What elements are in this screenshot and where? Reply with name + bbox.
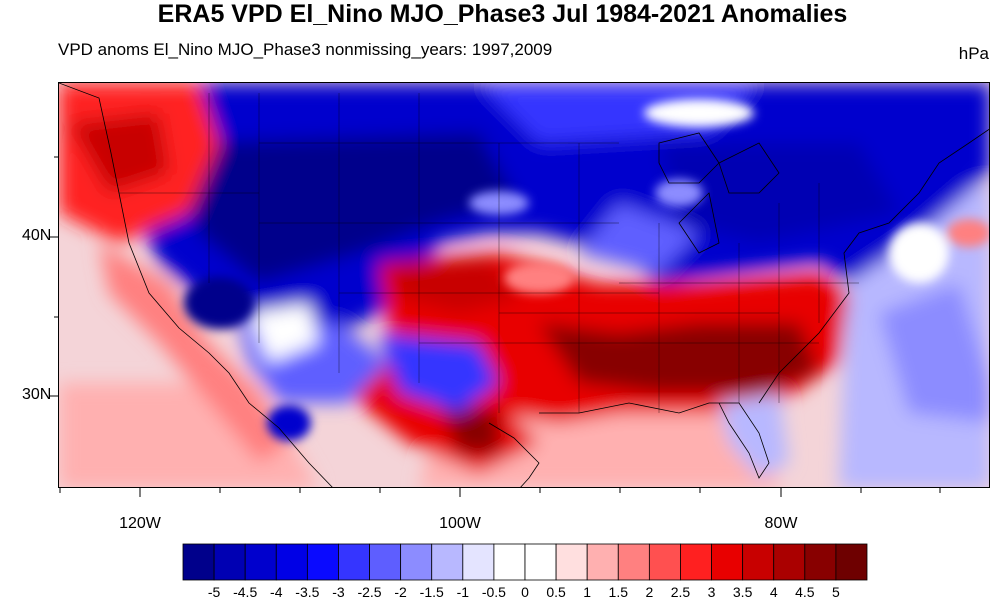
lon-label-120w: 120W bbox=[119, 515, 161, 532]
colorbar-swatch bbox=[586, 543, 619, 581]
colorbar-swatch bbox=[773, 543, 806, 581]
colorbar-tick-label: 4 bbox=[769, 584, 778, 600]
coastlines bbox=[59, 83, 989, 487]
colorbar-swatch bbox=[835, 543, 868, 581]
colorbar-swatch bbox=[400, 543, 433, 581]
colorbar-tick-label: 1.5 bbox=[608, 584, 628, 600]
colorbar-swatch bbox=[306, 543, 339, 581]
map-subtitle: VPD anoms El_Nino MJO_Phase3 nonmissing_… bbox=[58, 40, 553, 59]
lon-label-80w: 80W bbox=[764, 515, 798, 532]
colorbar-tick-label: 5 bbox=[832, 584, 840, 600]
colorbar-tick-label: -4.5 bbox=[233, 584, 258, 600]
colorbar-swatch bbox=[493, 543, 526, 581]
colorbar-swatch bbox=[648, 543, 681, 581]
units-label: hPa bbox=[958, 44, 989, 63]
colorbar-swatch bbox=[182, 543, 215, 581]
colorbar-swatch bbox=[524, 543, 557, 581]
colorbar-tick-label: -3 bbox=[332, 584, 345, 600]
map-canvas bbox=[59, 83, 989, 487]
colorbar-tick-label: -0.5 bbox=[481, 584, 506, 600]
colorbar-tick-label: -2 bbox=[394, 584, 407, 600]
colorbar-swatch bbox=[462, 543, 495, 581]
colorbar-swatch bbox=[275, 543, 308, 581]
map-title: ERA5 VPD El_Nino MJO_Phase3 Jul 1984-202… bbox=[157, 0, 848, 28]
colorbar-tick-label: 2 bbox=[645, 584, 654, 600]
colorbar-swatch bbox=[617, 543, 650, 581]
colorbar-tick-label: -3.5 bbox=[295, 584, 320, 600]
colorbar-tick-label: -1.5 bbox=[419, 584, 444, 600]
colorbar-tick-label: 1 bbox=[583, 584, 592, 600]
state-borders bbox=[119, 93, 859, 413]
lat-label-30n: 30N bbox=[22, 386, 52, 403]
colorbar-swatch bbox=[804, 543, 837, 581]
new-mexico-negative-region bbox=[379, 333, 499, 413]
colorbar-tick-label: -1 bbox=[456, 584, 470, 600]
colorbar-tick-label: -2.5 bbox=[357, 584, 382, 600]
colorbar-tick-label: -5 bbox=[207, 584, 221, 600]
colorbar-swatch bbox=[369, 543, 402, 581]
colorbar-tick-label: 4.5 bbox=[795, 584, 815, 600]
lon-label-100w: 100W bbox=[439, 515, 481, 532]
colorbar-swatch bbox=[431, 543, 464, 581]
colorbar-swatch bbox=[213, 543, 246, 581]
colorbar-tick-label: 0.5 bbox=[546, 584, 566, 600]
colorbar-tick-label: 3.5 bbox=[732, 584, 753, 600]
colorbar-swatch bbox=[338, 543, 370, 581]
lat-label-40n: 40N bbox=[22, 227, 52, 244]
colorbar-swatch bbox=[680, 543, 712, 581]
colorbar-tick-label: 0 bbox=[521, 584, 529, 600]
colorbar-tick-label: -4 bbox=[270, 584, 283, 600]
colorbar-swatch bbox=[555, 543, 588, 581]
colorbar-tick-label: 2.5 bbox=[670, 584, 691, 600]
colorbar-swatch bbox=[244, 543, 277, 581]
colorbar-tick-label: 3 bbox=[707, 584, 716, 600]
colorbar-swatch bbox=[742, 543, 775, 581]
vpd-anomaly-map bbox=[58, 82, 990, 488]
colorbar-swatch bbox=[711, 543, 744, 581]
